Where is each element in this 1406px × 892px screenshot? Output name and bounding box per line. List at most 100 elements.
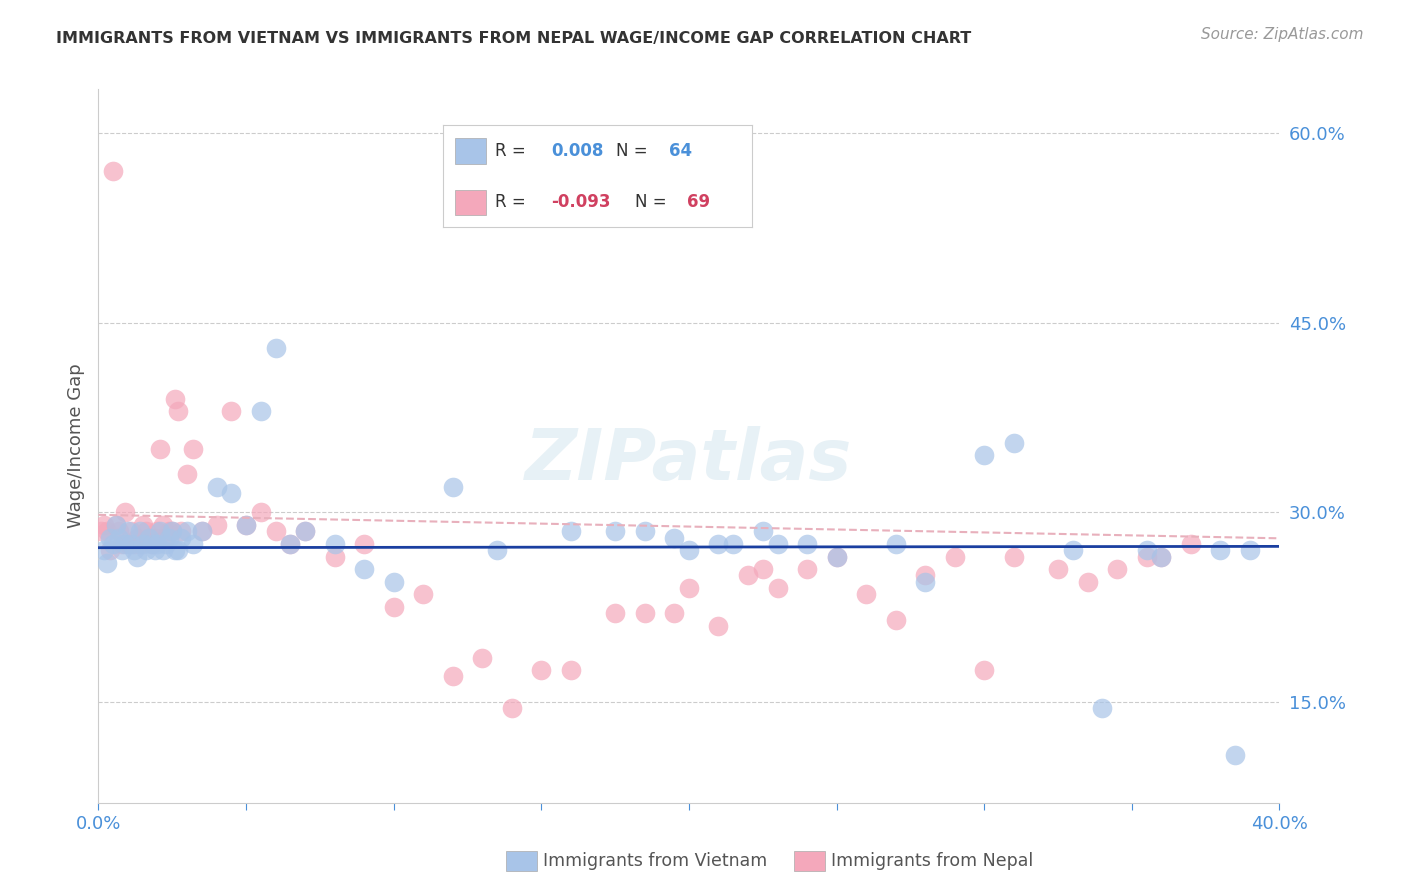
Point — [441, 669, 464, 683]
Point — [128, 524, 150, 539]
Point — [486, 543, 509, 558]
Text: 64: 64 — [669, 142, 692, 160]
Point — [143, 543, 166, 558]
Point — [132, 517, 155, 532]
Point — [294, 524, 316, 539]
Point — [884, 537, 907, 551]
Point — [323, 549, 346, 564]
Point — [323, 537, 346, 551]
Point — [181, 537, 204, 551]
Point — [205, 480, 228, 494]
Text: N =: N = — [634, 193, 672, 211]
Point — [235, 517, 257, 532]
Point — [165, 543, 187, 558]
Point — [678, 543, 700, 558]
Point — [96, 524, 118, 539]
Point — [117, 524, 139, 539]
Point — [125, 531, 148, 545]
Point — [737, 568, 759, 582]
Point — [664, 607, 686, 621]
Point — [98, 531, 121, 545]
Point — [605, 607, 627, 621]
Point — [155, 531, 177, 545]
Point — [278, 537, 302, 551]
Point — [1150, 549, 1173, 564]
Point — [125, 549, 148, 564]
Point — [170, 524, 193, 539]
Point — [98, 543, 121, 558]
Point — [146, 524, 169, 539]
Point — [382, 600, 405, 615]
Point — [1105, 562, 1128, 576]
Point — [560, 663, 582, 677]
Point — [117, 537, 139, 551]
Point — [914, 574, 936, 589]
Point — [278, 537, 302, 551]
Point — [146, 537, 169, 551]
Point — [1062, 543, 1084, 558]
Point — [796, 537, 818, 551]
Point — [353, 537, 375, 551]
Text: N =: N = — [616, 142, 652, 160]
Point — [141, 537, 163, 551]
Point — [250, 505, 273, 519]
Point — [633, 524, 655, 539]
Point — [264, 341, 287, 355]
Point — [149, 442, 172, 457]
Point — [162, 524, 183, 539]
Text: IMMIGRANTS FROM VIETNAM VS IMMIGRANTS FROM NEPAL WAGE/INCOME GAP CORRELATION CHA: IMMIGRANTS FROM VIETNAM VS IMMIGRANTS FR… — [56, 31, 972, 46]
Text: ZIPatlas: ZIPatlas — [526, 425, 852, 495]
Text: R =: R = — [495, 142, 531, 160]
Point — [751, 562, 773, 576]
Point — [143, 531, 166, 545]
Point — [90, 524, 112, 539]
Point — [707, 619, 730, 633]
Point — [120, 537, 142, 551]
Point — [664, 531, 686, 545]
Point — [205, 517, 228, 532]
Point — [1002, 435, 1025, 450]
Point — [560, 524, 582, 539]
Point — [191, 524, 214, 539]
Point — [157, 531, 180, 545]
Point — [530, 663, 553, 677]
Point — [1180, 537, 1202, 551]
Point — [766, 581, 789, 595]
Point — [120, 524, 142, 539]
Point — [135, 543, 157, 558]
FancyBboxPatch shape — [456, 138, 486, 164]
Point — [1223, 747, 1246, 762]
Point — [170, 531, 193, 545]
Point — [103, 537, 125, 551]
Point — [605, 524, 627, 539]
Point — [441, 480, 464, 494]
Point — [111, 543, 134, 558]
Text: R =: R = — [495, 193, 531, 211]
Point — [103, 164, 125, 178]
Point — [914, 568, 936, 582]
Point — [294, 524, 316, 539]
Point — [382, 574, 405, 589]
Point — [122, 537, 145, 551]
Text: Immigrants from Nepal: Immigrants from Nepal — [831, 852, 1033, 870]
Point — [884, 613, 907, 627]
Point — [157, 524, 180, 539]
Point — [825, 549, 848, 564]
Point — [108, 524, 131, 539]
Point — [155, 537, 177, 551]
Point — [96, 556, 118, 570]
FancyBboxPatch shape — [456, 189, 486, 215]
Point — [111, 537, 134, 551]
Point — [114, 505, 136, 519]
Point — [152, 517, 174, 532]
Point — [235, 517, 257, 532]
Text: 69: 69 — [688, 193, 710, 211]
Point — [176, 524, 198, 539]
Point — [141, 537, 163, 551]
Point — [1209, 543, 1232, 558]
Point — [114, 537, 136, 551]
Point — [105, 517, 128, 532]
Point — [128, 537, 150, 551]
Point — [353, 562, 375, 576]
Point — [264, 524, 287, 539]
